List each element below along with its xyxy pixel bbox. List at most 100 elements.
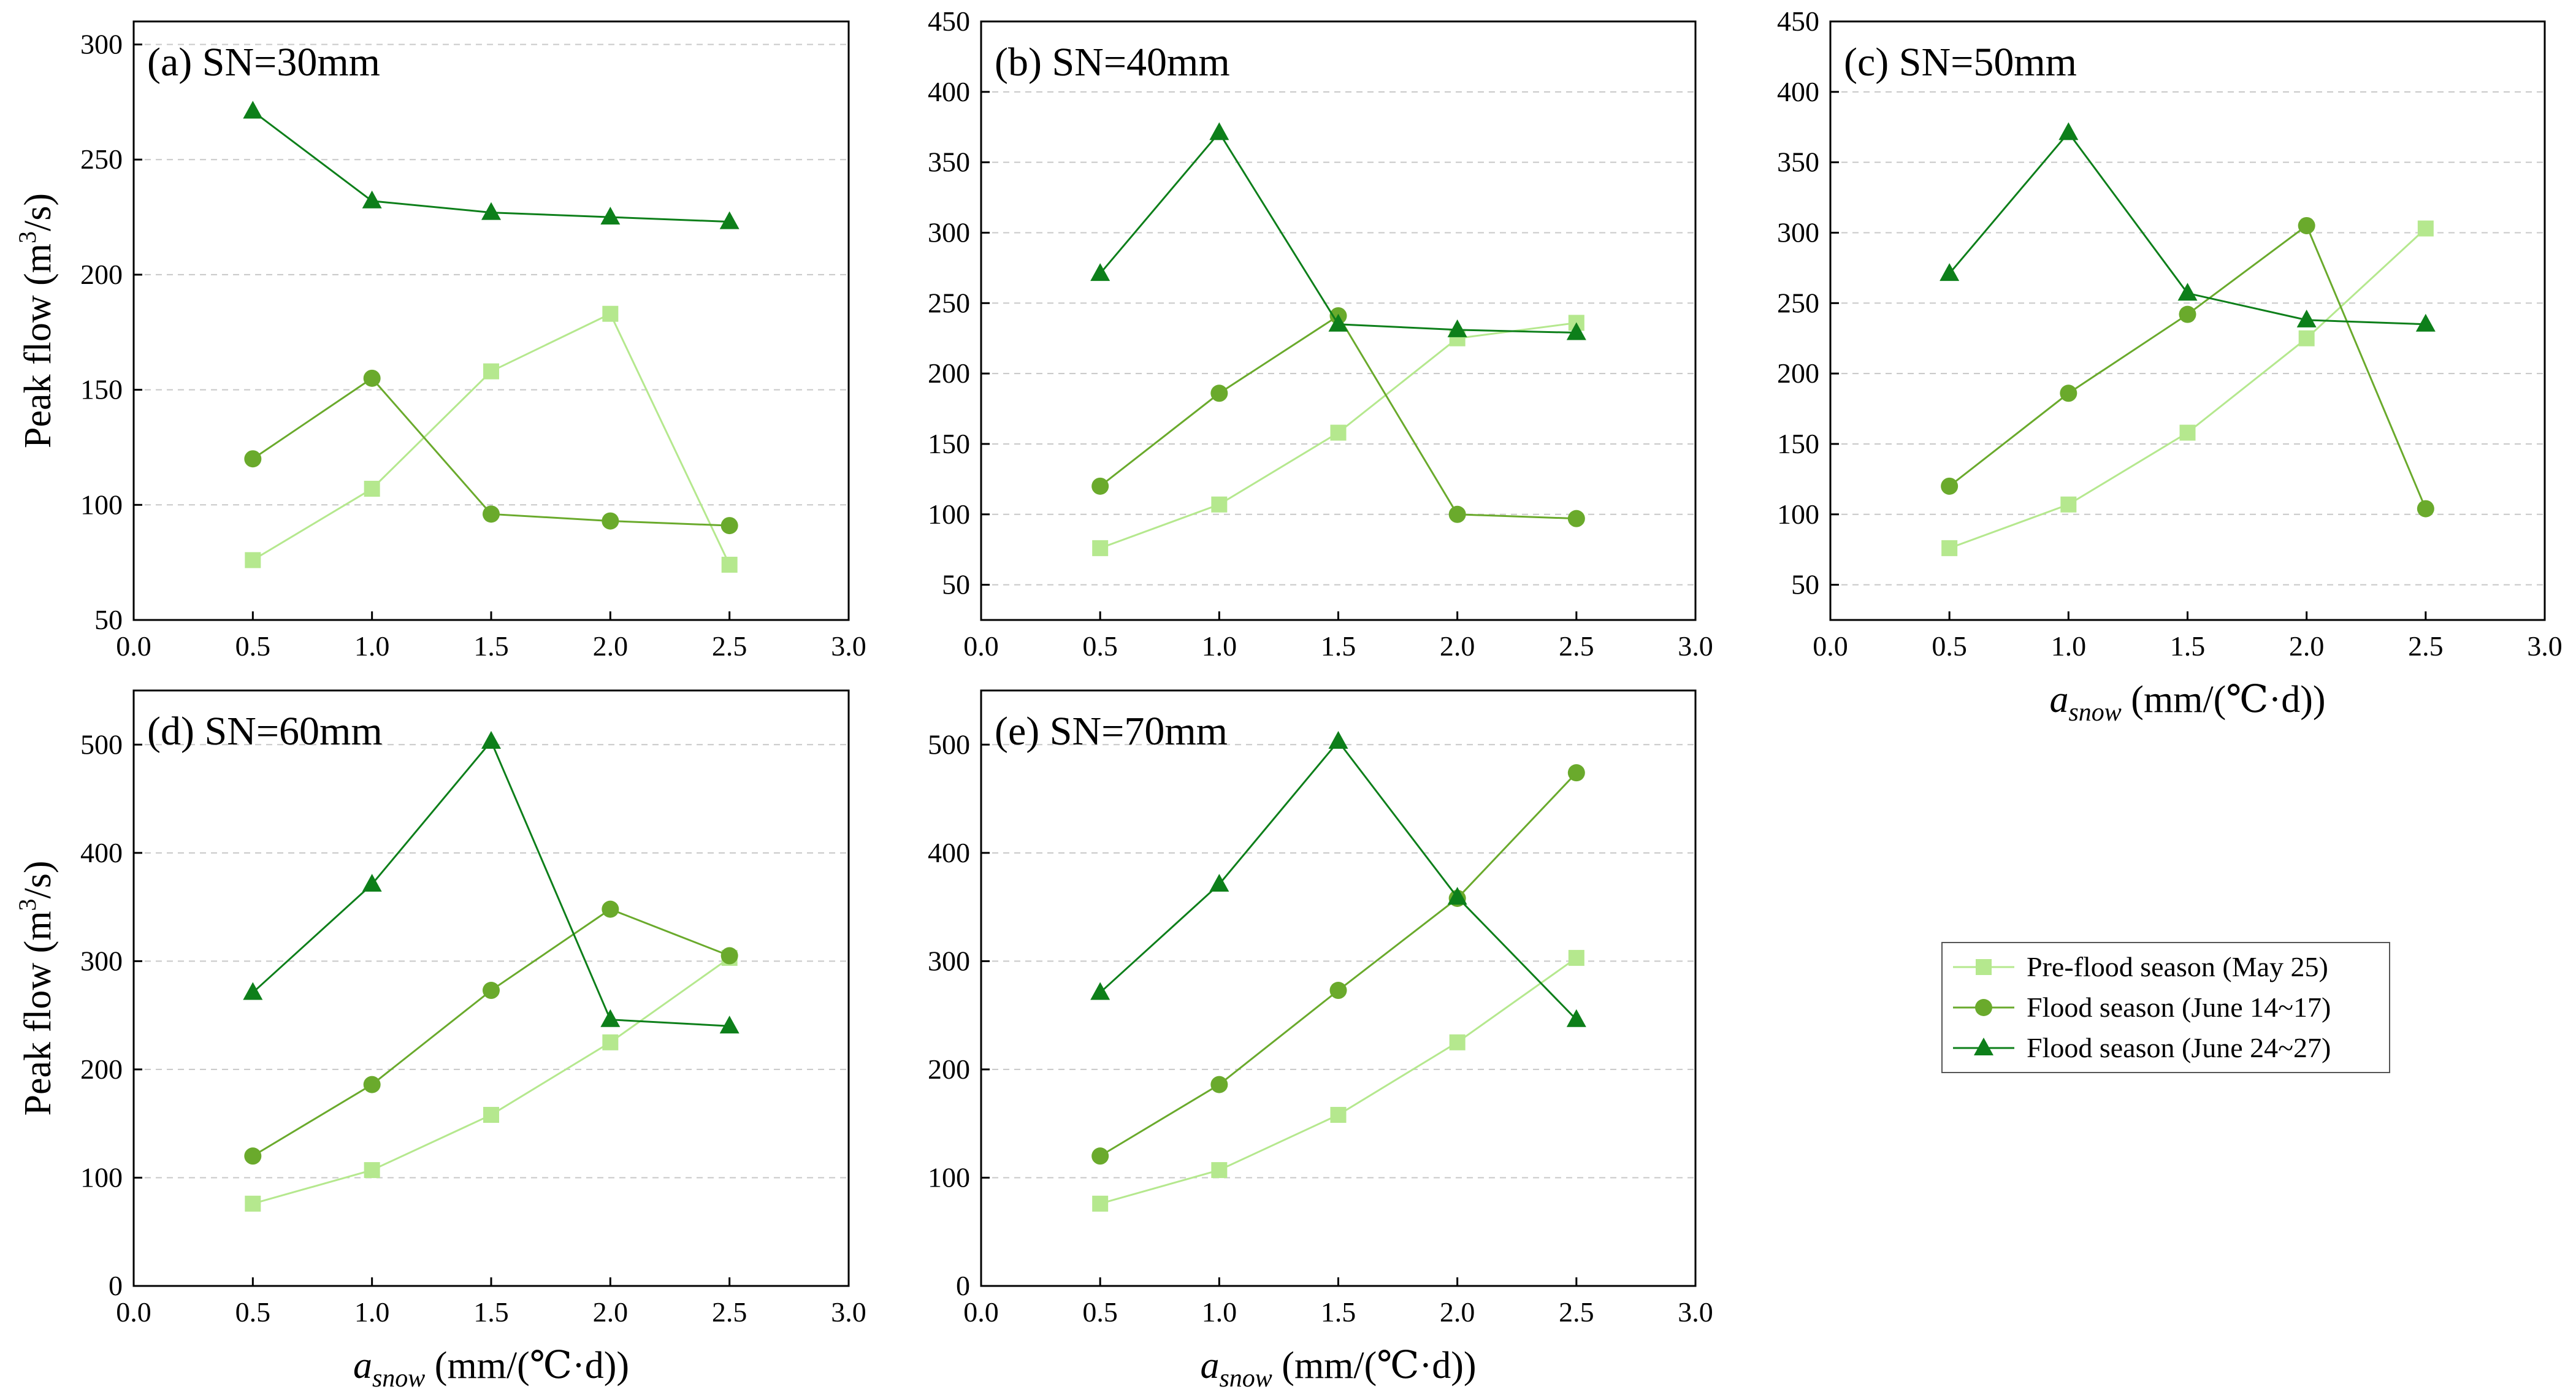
- legend: Pre-flood season (May 25) Flood season (J…: [1941, 942, 2390, 1073]
- data-point-s2: [483, 982, 500, 1000]
- x-tick-label: 2.0: [593, 1296, 629, 1328]
- data-point-s2: [720, 517, 738, 535]
- y-tick-label: 350: [1777, 147, 1819, 178]
- data-point-s3: [1090, 263, 1110, 281]
- series-line-2: [252, 377, 730, 527]
- series-line-1: [252, 312, 731, 565]
- series-line-2: [1099, 772, 1577, 1157]
- y-axis-label: Peak flow (m3/s): [13, 860, 59, 1115]
- data-point-s2: [1567, 764, 1585, 782]
- x-tick-label: 0.5: [1932, 630, 1967, 662]
- y-tick-label: 300: [80, 29, 123, 60]
- plot-frame: [132, 20, 850, 621]
- data-point-s2: [1448, 505, 1466, 523]
- x-tick-label: 2.5: [1559, 630, 1594, 662]
- data-point-s1: [602, 305, 619, 322]
- data-point-s3: [1328, 313, 1348, 332]
- data-point-s2: [1091, 1147, 1109, 1165]
- y-tick-label: 150: [928, 428, 970, 459]
- x-tick-label: 1.0: [354, 630, 390, 662]
- legend-marker: [1975, 999, 1992, 1016]
- data-point-s2: [2179, 305, 2196, 323]
- y-tick-label: 350: [928, 147, 970, 178]
- legend-entry-1: Pre-flood season (May 25): [2027, 951, 2328, 982]
- x-tick-label: 0.0: [963, 1296, 999, 1328]
- data-point-s1: [602, 1034, 619, 1050]
- data-point-s3: [1090, 982, 1110, 1000]
- data-point-s2: [1210, 384, 1228, 402]
- y-tick-label: 100: [928, 1161, 970, 1193]
- y-tick-label: 400: [928, 837, 970, 868]
- y-tick-label: 500: [928, 729, 970, 760]
- y-tick-label: 0: [109, 1270, 123, 1301]
- x-tick-label: 1.0: [2051, 630, 2087, 662]
- data-point-s1: [364, 1162, 380, 1179]
- data-point-s1: [1568, 950, 1584, 966]
- y-tick-label: 50: [1791, 569, 1819, 600]
- y-tick-label: 100: [928, 499, 970, 530]
- x-tick-label: 0.5: [235, 1296, 271, 1328]
- panel-title: (d) SN=60mm: [147, 709, 383, 754]
- y-tick-label: 200: [1777, 358, 1819, 389]
- y-tick-label: 300: [1777, 216, 1819, 248]
- y-tick-label: 250: [80, 143, 123, 175]
- data-point-s1: [483, 363, 499, 380]
- x-axis-label: asnow (mm/(℃·d)): [1200, 1345, 1476, 1393]
- y-tick-label: 250: [1777, 287, 1819, 318]
- x-tick-label: 3.0: [831, 1296, 866, 1328]
- y-tick-label: 300: [928, 945, 970, 976]
- data-point-s1: [483, 1107, 499, 1123]
- y-tick-label: 150: [80, 374, 123, 405]
- data-point-s2: [363, 1076, 381, 1093]
- data-point-s2: [2060, 384, 2077, 402]
- chart-panel-1: 50 100 150 200 250 300 0.0 0.5 1.0 1.5 2.0 2.5 3.0 (a…: [80, 20, 866, 662]
- data-point-s1: [2298, 330, 2315, 346]
- data-point-s2: [602, 512, 619, 530]
- chart-panel-5: 0 100 200 300 400 500 0.0 0.5 1.0 1.5 2.0 2.5 3.0 (e)…: [928, 689, 1713, 1328]
- x-tick-label: 2.0: [1440, 630, 1475, 662]
- x-tick-label: 3.0: [1678, 1296, 1713, 1328]
- data-point-s3: [481, 730, 501, 749]
- legend-marker: [1974, 1038, 1993, 1055]
- y-tick-label: 0: [956, 1270, 970, 1301]
- data-point-s2: [1210, 1076, 1228, 1093]
- data-point-s3: [481, 202, 501, 220]
- data-point-s1: [1449, 1034, 1466, 1050]
- data-point-s2: [244, 1147, 262, 1165]
- data-point-s1: [2060, 496, 2077, 513]
- x-tick-label: 0.5: [1082, 1296, 1118, 1328]
- data-point-s2: [1091, 477, 1109, 495]
- data-point-s3: [1566, 322, 1586, 340]
- y-tick-label: 200: [928, 1054, 970, 1085]
- y-tick-label: 150: [1777, 428, 1819, 459]
- panel-title: (c) SN=50mm: [1844, 40, 2077, 85]
- x-tick-label: 1.0: [1202, 630, 1237, 662]
- data-point-s3: [362, 874, 382, 892]
- x-tick-label: 1.5: [2170, 630, 2206, 662]
- data-point-s3: [2058, 122, 2079, 140]
- legend-box: [1941, 942, 2390, 1073]
- plot-frame: [980, 689, 1697, 1287]
- plot-frame: [1829, 20, 2546, 621]
- series-line-2: [1099, 314, 1577, 520]
- chart-panel-3: 50 100 150 200 250 300 350 400 450 0.0 0.5 1.0 1.5 2.…: [1777, 6, 2563, 662]
- data-point-s1: [245, 552, 261, 568]
- data-point-s3: [1566, 1009, 1586, 1027]
- x-tick-label: 1.5: [1321, 630, 1356, 662]
- x-tick-label: 2.5: [712, 1296, 747, 1328]
- data-point-s3: [1209, 122, 1229, 140]
- data-point-s3: [1209, 874, 1229, 892]
- x-tick-label: 2.5: [2408, 630, 2444, 662]
- data-point-s3: [362, 190, 382, 208]
- data-point-s2: [483, 505, 500, 523]
- data-point-s3: [1447, 319, 1467, 337]
- x-tick-label: 1.5: [1321, 1296, 1356, 1328]
- x-tick-label: 0.0: [116, 1296, 151, 1328]
- y-tick-label: 50: [942, 569, 970, 600]
- data-point-s1: [2417, 220, 2434, 237]
- data-point-s1: [721, 556, 738, 573]
- x-tick-label: 1.5: [473, 1296, 509, 1328]
- data-point-s2: [2298, 216, 2315, 234]
- x-tick-label: 2.0: [1440, 1296, 1475, 1328]
- y-axis-label: Peak flow (m3/s): [13, 193, 59, 448]
